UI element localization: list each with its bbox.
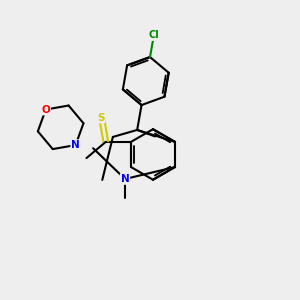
Text: S: S: [97, 112, 104, 123]
Text: Cl: Cl: [148, 30, 159, 40]
Text: O: O: [41, 104, 50, 115]
Text: N: N: [71, 140, 80, 150]
Text: N: N: [121, 174, 129, 184]
